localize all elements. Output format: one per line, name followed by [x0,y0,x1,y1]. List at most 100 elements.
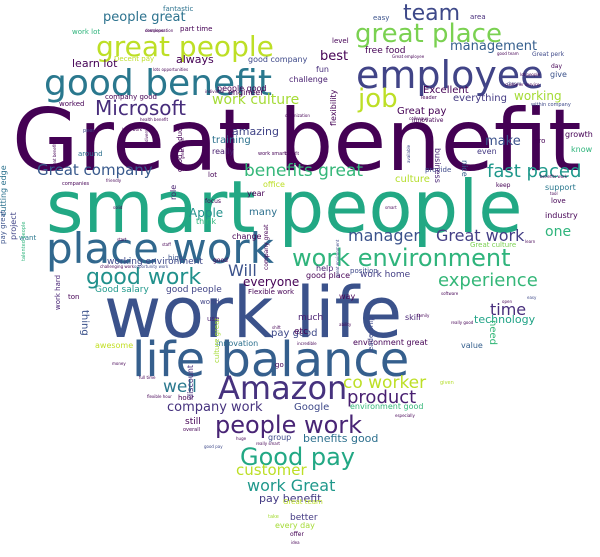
cloud-word-tiny: great benefit [52,143,57,169]
cloud-word: product [347,387,417,408]
cloud-word: way [339,292,356,301]
cloud-word-tiny: easy [527,295,537,300]
cloud-word: company work [167,400,263,415]
cloud-word: help [316,264,334,273]
cloud-word: etc [294,327,309,337]
cloud-word: life balance [132,332,410,388]
cloud-word-tiny: tool [550,191,558,196]
cloud-word: go [275,361,284,369]
cloud-word: Good salary [95,285,149,295]
cloud-word: pay good [271,328,318,339]
cloud-word: Great perk [532,51,565,58]
cloud-word-tiny: opportunity work [134,264,169,269]
cloud-word-tiny: money [112,361,126,366]
cloud-word: technology [474,313,536,326]
cloud-word-tiny: open [502,299,512,304]
cloud-word: work home [360,270,411,280]
cloud-word: good people [166,285,222,295]
cloud-word-tiny: huge [236,436,247,441]
cloud-word: work life [104,272,403,354]
cloud-word-tiny: family [417,313,430,318]
cloud-word: change [232,232,262,241]
cloud-word: support [545,183,576,192]
cloud-word: provide [425,166,452,174]
cloud-word: skill [405,313,421,322]
cloud-word-tiny: really smart [256,441,280,446]
cloud-word: employee [356,53,544,97]
cloud-word: thing [79,310,90,336]
cloud-word: group [268,433,292,442]
cloud-word: use [207,315,220,323]
cloud-word: good benefit [44,63,272,104]
cloud-word-tiny: full time [139,375,156,380]
cloud-word-tiny: especially [395,413,415,418]
cloud-word: really [212,147,235,156]
cloud-word: worked [59,100,85,108]
cloud-word-tiny: learn [525,239,536,244]
cloud-word-tiny: available [406,144,411,163]
cloud-word-tiny: benefits work [540,174,568,179]
cloud-word: customer [236,461,307,479]
cloud-word: fun [316,65,329,74]
cloud-word: challenge [289,75,328,84]
cloud-word: high [168,254,184,262]
cloud-word: pay benefit [259,492,322,505]
cloud-word-tiny: great environment [335,239,340,277]
cloud-word: give [550,70,567,79]
cloud-word-tiny: friendly [106,178,122,183]
cloud-word-tiny: developer [145,28,166,33]
cloud-word-tiny: organization [285,113,310,118]
cloud-word: many [249,207,278,218]
cloud-word-tiny: talented people [21,221,27,261]
cloud-word: team [403,1,461,26]
cloud-word: Apple [189,206,224,220]
cloud-word: everyone [243,275,300,289]
cloud-word: want [19,234,37,242]
cloud-word: manager [348,226,420,245]
cloud-word-tiny: shift [272,325,281,330]
cloud-word-tiny: colleague [409,116,429,121]
cloud-word: culture [395,174,430,185]
cloud-word: Google [294,402,330,413]
cloud-word: world [200,298,220,306]
cloud-word-tiny: software [441,291,459,296]
cloud-word: management [450,39,538,54]
cloud-word-tiny: diverse [144,127,149,142]
cloud-word-tiny: leader [421,95,437,101]
cloud-word-tiny: compensation [145,28,174,33]
cloud-word: Great team [283,498,323,506]
cloud-word: great people [96,30,274,63]
cloud-word: people work [215,411,363,439]
cloud-word: Flexible work [248,288,295,296]
cloud-word: value [461,341,483,350]
cloud-word: benefits good [303,432,379,445]
cloud-word: work culture [212,92,300,108]
cloud-word: growth [565,130,593,139]
cloud-word-tiny: staff [162,242,171,247]
cloud-word: time [490,300,527,319]
cloud-word: Will [228,261,257,280]
cloud-word-tiny: smart [385,205,397,210]
cloud-word: level [332,37,349,45]
cloud-word-tiny: take [268,514,279,520]
cloud-word: free food [365,46,406,56]
cloud-word: need [487,320,498,345]
cloud-word-tiny: flexible hour [147,394,172,399]
cloud-word-tiny: idea [291,540,300,545]
cloud-word: flexibility [329,89,338,126]
cloud-word-tiny: really good [451,320,474,325]
cloud-word: great place [355,19,502,49]
cloud-word: co worker [343,373,427,393]
cloud-word: position [350,267,378,275]
cloud-word: Great work [436,226,525,245]
cloud-word-tiny: companies [62,181,90,187]
cloud-word: company great [263,224,270,270]
cloud-word-tiny: customer service [505,82,540,87]
cloud-word: learn lot [72,57,118,70]
cloud-word: day [551,63,563,70]
cloud-word-tiny: peer [83,128,95,134]
cloud-word-tiny: work smart [258,151,287,157]
cloud-word: good company [248,55,308,64]
cloud-word: much [298,313,324,323]
